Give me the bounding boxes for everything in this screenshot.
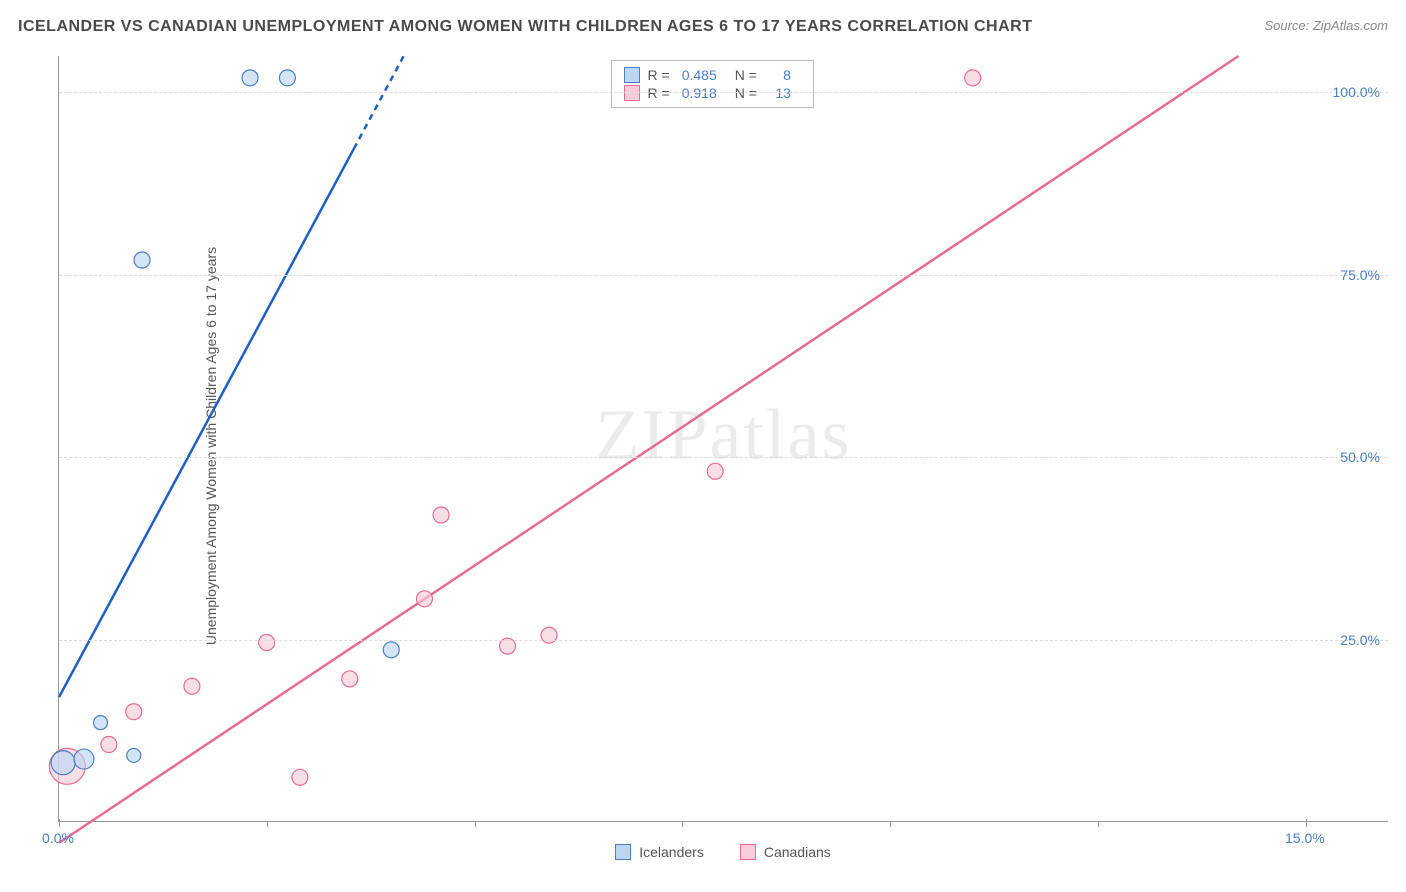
data-point [416,591,432,607]
data-point [184,678,200,694]
chart-plot-area: ZIPatlas R =0.485N =8R =0.918N =13 25.0%… [58,56,1388,822]
x-tick-label: 15.0% [1285,830,1325,846]
legend-series-name: Canadians [764,844,831,860]
y-tick-label: 50.0% [1340,449,1380,465]
legend-r-label: R = [648,67,670,83]
x-tick [59,819,60,827]
data-point [292,769,308,785]
regression-line [59,56,1238,843]
y-tick-label: 25.0% [1340,632,1380,648]
data-point [965,70,981,86]
source-attribution: Source: ZipAtlas.com [1264,18,1388,33]
x-minor-tick [475,821,476,827]
data-point [541,627,557,643]
data-point [51,751,75,775]
legend-item: Icelanders [615,844,704,860]
data-point [242,70,258,86]
legend-swatch [624,67,640,83]
data-point [383,642,399,658]
x-minor-tick [682,821,683,827]
data-point [94,716,108,730]
legend-swatch [615,844,631,860]
series-legend: Icelanders Canadians [58,844,1388,860]
legend-n-value: 8 [769,67,791,83]
data-point [127,748,141,762]
data-point [259,635,275,651]
gridline [59,640,1388,641]
scatter-plot-svg [59,56,1388,821]
regression-line-dashed [354,56,404,149]
data-point [74,749,94,769]
legend-r-value: 0.485 [682,67,717,83]
data-point [707,463,723,479]
y-tick-label: 100.0% [1333,84,1380,100]
data-point [279,70,295,86]
gridline [59,275,1388,276]
gridline [59,92,1388,93]
x-minor-tick [890,821,891,827]
correlation-legend: R =0.485N =8R =0.918N =13 [611,60,814,108]
gridline [59,457,1388,458]
data-point [433,507,449,523]
data-point [101,737,117,753]
legend-item: Canadians [740,844,831,860]
data-point [126,704,142,720]
x-minor-tick [267,821,268,827]
x-tick-label: 0.0% [42,830,74,846]
chart-title: ICELANDER VS CANADIAN UNEMPLOYMENT AMONG… [18,18,1032,36]
legend-swatch [740,844,756,860]
data-point [134,252,150,268]
legend-n-label: N = [735,67,757,83]
legend-series-name: Icelanders [639,844,704,860]
chart-header: ICELANDER VS CANADIAN UNEMPLOYMENT AMONG… [18,18,1388,36]
x-minor-tick [1098,821,1099,827]
data-point [342,671,358,687]
x-tick [1306,819,1307,827]
regression-line [59,149,354,697]
y-tick-label: 75.0% [1340,267,1380,283]
legend-row: R = 0.485 N = 8 [624,67,801,83]
